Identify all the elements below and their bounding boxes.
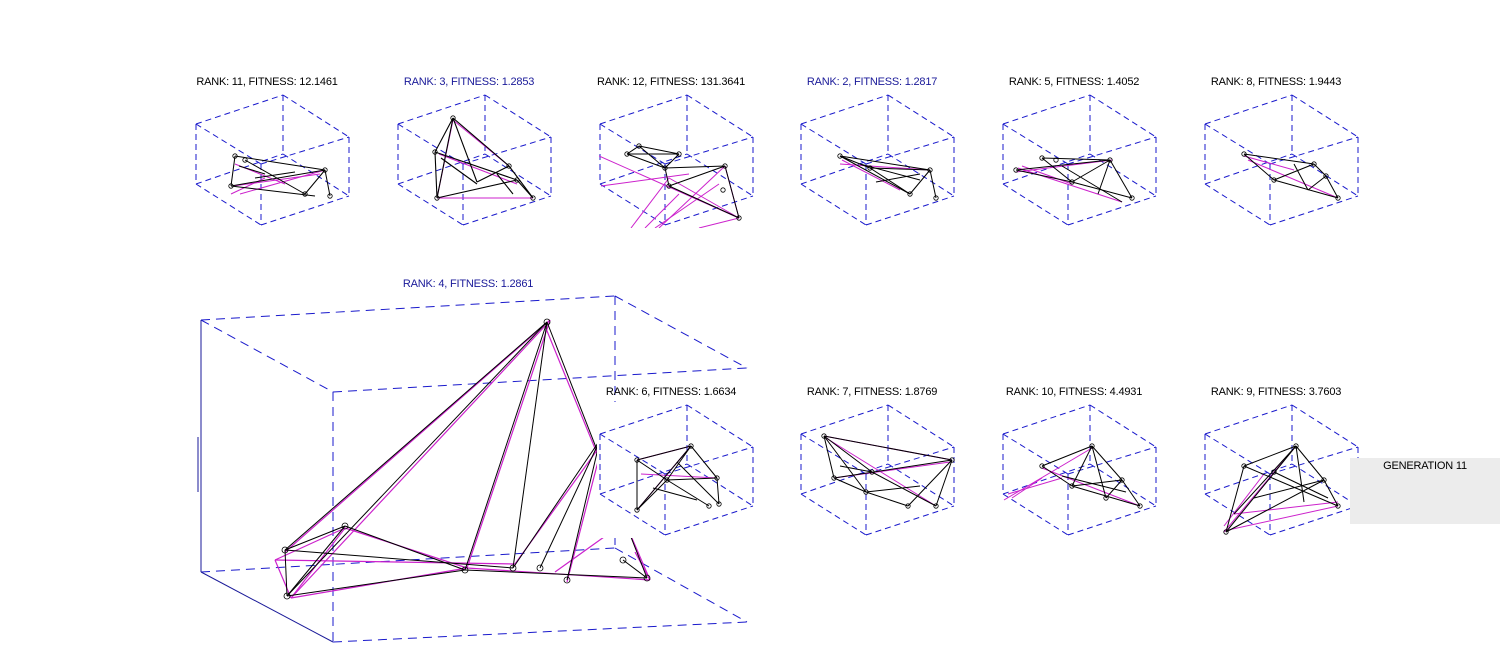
generation-panel: GENERATION 11 (1350, 458, 1500, 524)
plot-rank-10[interactable] (1002, 402, 1158, 538)
truss-3d-view-large (197, 295, 748, 643)
plot-title-rank-2: RANK: 2, FITNESS: 1.2817 (806, 76, 938, 88)
plot-title-rank-12: RANK: 12, FITNESS: 131.3641 (596, 76, 746, 88)
plot-title-rank-4: RANK: 4, FITNESS: 1.2861 (402, 278, 534, 290)
plot-title-rank-7: RANK: 7, FITNESS: 1.8769 (806, 386, 938, 398)
plot-title-rank-11: RANK: 11, FITNESS: 12.1461 (196, 76, 338, 88)
generation-label: GENERATION 11 (1383, 460, 1467, 472)
plot-title-rank-3: RANK: 3, FITNESS: 1.2853 (403, 76, 535, 88)
plot-title-rank-8: RANK: 8, FITNESS: 1.9443 (1210, 76, 1342, 88)
plot-rank-3[interactable] (397, 94, 553, 228)
plot-title-rank-10: RANK: 10, FITNESS: 4.4931 (1005, 386, 1143, 398)
plot-rank-5[interactable] (1002, 94, 1158, 228)
plot-rank-8[interactable] (1204, 94, 1360, 228)
plot-rank-6[interactable] (597, 402, 755, 538)
plot-rank-2[interactable] (800, 94, 956, 228)
plot-rank-12[interactable] (599, 94, 755, 228)
plot-title-rank-6: RANK: 6, FITNESS: 1.6634 (605, 386, 737, 398)
plot-title-rank-5: RANK: 5, FITNESS: 1.4052 (1008, 76, 1140, 88)
plot-rank-7[interactable] (800, 402, 956, 538)
plot-rank-4-expanded[interactable] (195, 292, 755, 652)
plot-title-rank-9: RANK: 9, FITNESS: 3.7603 (1210, 386, 1342, 398)
plot-rank-11[interactable] (195, 94, 351, 228)
plot-rank-9[interactable] (1204, 402, 1360, 538)
